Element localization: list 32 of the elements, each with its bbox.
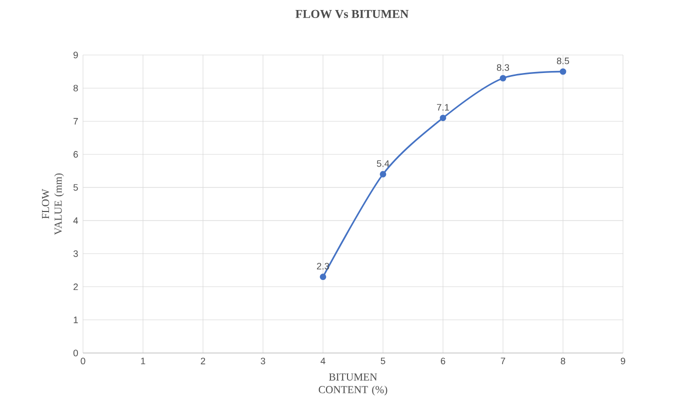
- y-tick-label: 4: [73, 217, 78, 224]
- x-tick-label: 5: [380, 358, 386, 364]
- y-tick-label: 5: [73, 184, 78, 191]
- y-tick-label: 6: [74, 151, 78, 158]
- y-tick-label: 8: [73, 84, 78, 92]
- x-tick-label: 2: [200, 358, 206, 364]
- y-axis-title: FLOW VALUE (mm): [42, 173, 64, 235]
- chart-title: FLOW Vs BITUMEN: [296, 10, 409, 18]
- data-label: 7.1: [436, 104, 450, 111]
- point: [440, 114, 446, 122]
- x-tick-label: 9: [620, 358, 626, 364]
- data-label: 5.4: [376, 160, 390, 167]
- point: [320, 274, 326, 280]
- y-tick-label: 0: [73, 350, 78, 356]
- y-tick-label: 9: [74, 52, 78, 58]
- x-tick-label: 1: [141, 358, 146, 364]
- x-tick-label: 7: [500, 358, 506, 364]
- y-tick-label: 7: [74, 118, 78, 124]
- point: [560, 68, 566, 75]
- y-tick-label: 1: [74, 316, 78, 324]
- point: [500, 74, 506, 82]
- x-tick-label: 8: [560, 358, 566, 364]
- y-tick-label: 3: [73, 250, 78, 257]
- point: [380, 171, 386, 178]
- x-tick-label: 0: [80, 358, 86, 364]
- x-tick-label: 3: [260, 358, 266, 364]
- x-axis-title: BITUMEN CONTENT (%): [318, 373, 388, 396]
- data-label: 8.5: [556, 58, 570, 64]
- x-tick-label: 6: [440, 358, 446, 364]
- y-tick-label: 2: [74, 284, 78, 290]
- x-tick-label: 4: [320, 358, 326, 364]
- data-label: 8.3: [496, 64, 510, 71]
